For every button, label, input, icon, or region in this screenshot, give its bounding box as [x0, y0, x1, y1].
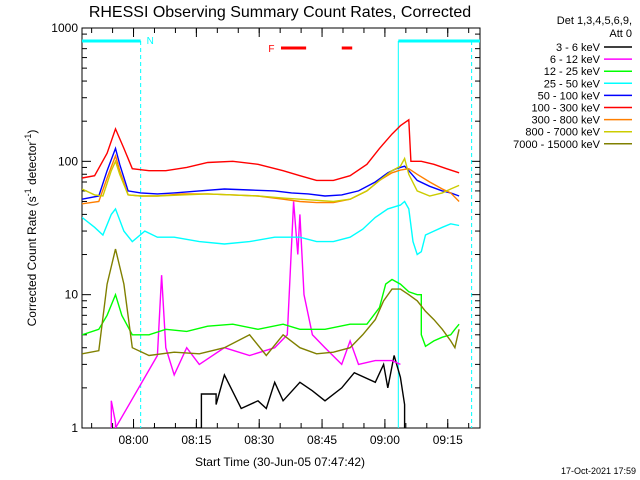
series-line-5 [82, 118, 460, 182]
series-line-7 [82, 156, 460, 203]
y-label-sup-1: -1 [23, 188, 33, 196]
timestamp: 17-Oct-2021 17:59 [561, 466, 636, 476]
y-axis-label: Corrected Count Rate (s-1 detector-1) [23, 130, 39, 327]
axis-ticks [82, 27, 480, 429]
series-lines [82, 118, 460, 428]
y-tick-label: 1000 [51, 21, 78, 35]
y-tick-label: 1 [71, 421, 78, 435]
plot-frame [81, 27, 481, 429]
series-line-1 [110, 201, 401, 428]
annotations: NF [82, 36, 480, 428]
legend-label: 3 - 6 keV [556, 42, 601, 54]
y-label-main: Corrected Count Rate (s [25, 196, 39, 326]
legend-label: 300 - 800 keV [532, 115, 601, 127]
legend-label: 25 - 50 keV [544, 78, 601, 90]
legend-label: 50 - 100 keV [538, 90, 601, 102]
legend-label: 800 - 7000 keV [525, 127, 600, 139]
legend-label: 7000 - 15000 keV [513, 139, 601, 151]
x-tick-label: 09:15 [433, 433, 463, 447]
y-tick-label: 100 [58, 154, 78, 168]
y-label-end: ) [25, 130, 39, 134]
series-line-6 [82, 153, 460, 205]
series-line-4 [82, 146, 460, 200]
tick-labels: 1 10 100 1000 08:00 08:15 08:30 08:45 09:00 09:15 [51, 21, 463, 447]
x-tick-label: 09:00 [370, 433, 400, 447]
y-tick-label: 10 [65, 288, 79, 302]
legend-header-line-1: Det 1,3,4,5,6,9, [557, 15, 632, 27]
y-label-sup-2: -1 [23, 134, 33, 142]
legend-header-line-2: Att 0 [609, 28, 632, 40]
series-line-3 [82, 200, 460, 256]
night-label: N [147, 36, 154, 47]
x-axis-label: Start Time (30-Jun-05 07:47:42) [195, 455, 365, 469]
legend-label: 12 - 25 keV [544, 66, 601, 78]
x-tick-label: 08:30 [244, 433, 274, 447]
x-tick-label: 08:00 [119, 433, 149, 447]
series-line-8 [82, 248, 460, 357]
legend-label: 6 - 12 keV [550, 54, 601, 66]
x-tick-label: 08:45 [307, 433, 337, 447]
series-line-0 [153, 355, 406, 428]
legend-label: 100 - 300 keV [532, 103, 601, 115]
chart-title: RHESSI Observing Summary Count Rates, Co… [89, 4, 471, 21]
flare-label: F [268, 44, 274, 55]
series-line-2 [82, 278, 460, 348]
y-label-mid: detector [25, 142, 39, 189]
x-tick-label: 08:15 [181, 433, 211, 447]
